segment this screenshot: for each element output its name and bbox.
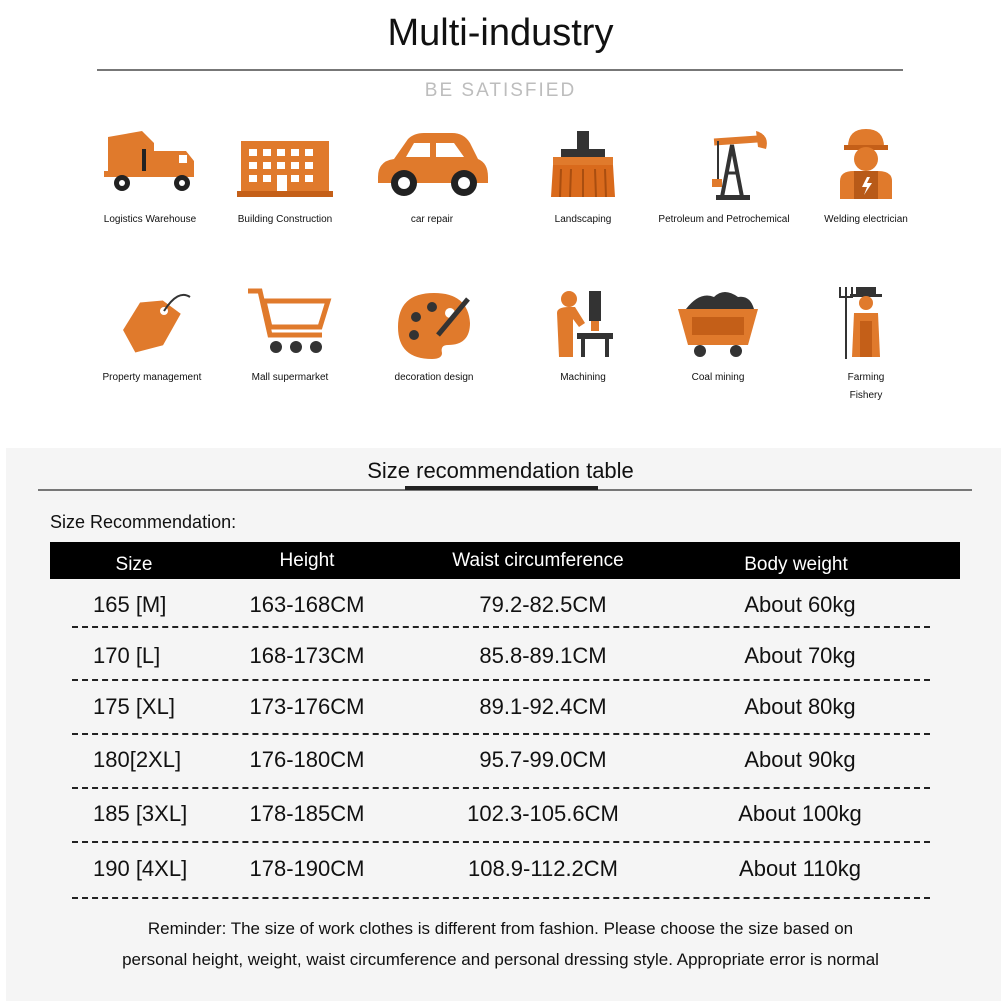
size-cell: 170 [L] bbox=[93, 643, 161, 668]
paint-palette-icon bbox=[398, 293, 470, 359]
price-tag-icon bbox=[123, 293, 191, 353]
industry-decoration: decoration design bbox=[354, 283, 514, 387]
row-divider bbox=[72, 787, 930, 789]
height-cell: 173-176CM bbox=[249, 694, 365, 719]
size-cell: 175 [XL] bbox=[93, 694, 175, 719]
industry-label: Logistics Warehouse bbox=[103, 214, 197, 225]
table-header: Size Height Waist circumference Body wei… bbox=[50, 542, 960, 579]
shopping-cart-icon bbox=[248, 288, 332, 353]
brush-icon bbox=[551, 131, 615, 198]
reminder-line: personal height, weight, waist circumfer… bbox=[122, 950, 879, 969]
size-cell: 185 [3XL] bbox=[93, 801, 188, 826]
height-cell: 176-180CM bbox=[249, 747, 365, 772]
industry-label: car repair bbox=[410, 214, 454, 225]
weight-cell: About 110kg bbox=[739, 856, 861, 881]
industry-label: Mall supermarket bbox=[251, 372, 329, 383]
weight-cell: About 70kg bbox=[744, 643, 856, 668]
industry-label: Coal mining bbox=[691, 372, 745, 383]
worker-icon bbox=[840, 129, 892, 199]
weight-cell: About 60kg bbox=[744, 592, 856, 617]
title-divider bbox=[97, 69, 903, 71]
waist-cell: 95.7-99.0CM bbox=[479, 747, 607, 772]
size-cell: 190 [4XL] bbox=[93, 856, 188, 881]
industry-welding: Welding electrician bbox=[786, 125, 946, 229]
industry-building: Building Construction bbox=[205, 125, 365, 229]
industry-label: Building Construction bbox=[237, 214, 333, 225]
farmer-icon bbox=[839, 287, 882, 359]
industry-landscaping: Landscaping bbox=[503, 125, 663, 229]
industry-label: Landscaping bbox=[554, 214, 612, 225]
waist-cell: 89.1-92.4CM bbox=[479, 694, 607, 719]
size-cell: 165 [M] bbox=[93, 592, 167, 617]
column-header-height: Height bbox=[279, 550, 335, 571]
row-divider bbox=[72, 897, 930, 899]
table-row: 190 [4XL] 178-190CM 108.9-112.2CM About … bbox=[0, 856, 1001, 908]
industry-machining: Machining bbox=[503, 283, 663, 387]
size-cell: 180[2XL] bbox=[93, 747, 182, 772]
size-recommendation-label: Size Recommendation: bbox=[50, 512, 237, 532]
table-row: 180[2XL] 176-180CM 95.7-99.0CM About 90k… bbox=[0, 747, 1001, 799]
industry-petroleum: Petroleum and Petrochemical bbox=[644, 125, 804, 229]
height-cell: 163-168CM bbox=[249, 592, 365, 617]
row-divider bbox=[72, 626, 930, 628]
waist-cell: 108.9-112.2CM bbox=[467, 856, 618, 881]
row-divider bbox=[72, 733, 930, 735]
table-row: 185 [3XL] 178-185CM 102.3-105.6CM About … bbox=[0, 801, 1001, 853]
height-cell: 178-190CM bbox=[249, 856, 365, 881]
machinist-icon bbox=[557, 291, 613, 357]
column-header-waist: Waist circumference bbox=[452, 550, 624, 571]
weight-cell: About 80kg bbox=[744, 694, 856, 719]
industry-label: Property management bbox=[102, 372, 202, 383]
table-row: 175 [XL] 173-176CM 89.1-92.4CM About 80k… bbox=[0, 694, 1001, 746]
building-icon bbox=[237, 141, 333, 197]
oil-pump-icon bbox=[712, 131, 767, 200]
size-panel bbox=[6, 448, 1001, 1001]
industry-car-repair: car repair bbox=[352, 125, 512, 229]
industry-supermarket: Mall supermarket bbox=[210, 283, 370, 387]
industry-label: Machining bbox=[560, 372, 606, 383]
row-divider bbox=[72, 679, 930, 681]
waist-cell: 79.2-82.5CM bbox=[479, 592, 607, 617]
page-subtitle: BE SATISFIED bbox=[424, 80, 577, 101]
waist-cell: 102.3-105.6CM bbox=[467, 801, 619, 826]
waist-cell: 85.8-89.1CM bbox=[479, 643, 607, 668]
column-header-weight: Body weight bbox=[744, 554, 848, 575]
industry-label: Welding electrician bbox=[824, 214, 908, 225]
industry-property: Property management bbox=[72, 283, 232, 387]
weight-cell: About 100kg bbox=[738, 801, 862, 826]
industry-label: Farming Fishery bbox=[847, 372, 885, 401]
column-header-size: Size bbox=[115, 554, 153, 575]
cement-truck-icon bbox=[104, 131, 194, 191]
car-icon bbox=[378, 133, 488, 196]
reminder-line: Reminder: The size of work clothes is di… bbox=[147, 919, 854, 938]
weight-cell: About 90kg bbox=[744, 747, 856, 772]
industry-farming: Farming Fishery bbox=[786, 283, 946, 405]
industry-label: decoration design bbox=[394, 372, 474, 383]
industry-coal-mining: Coal mining bbox=[638, 283, 798, 387]
industry-logistics: Logistics Warehouse bbox=[70, 125, 230, 229]
table-row: 165 [M] 163-168CM 79.2-82.5CM About 60kg bbox=[0, 592, 1001, 644]
size-table-title: Size recommendation table bbox=[367, 458, 634, 483]
table-row: 170 [L] 168-173CM 85.8-89.1CM About 70kg bbox=[0, 643, 1001, 695]
mine-cart-icon bbox=[678, 292, 758, 357]
page-title: Multi-industry bbox=[387, 12, 614, 54]
size-title-divider bbox=[38, 489, 972, 491]
row-divider bbox=[72, 841, 930, 843]
height-cell: 178-185CM bbox=[249, 801, 365, 826]
industry-label: Petroleum and Petrochemical bbox=[658, 214, 790, 225]
size-title-accent bbox=[405, 486, 598, 490]
height-cell: 168-173CM bbox=[249, 643, 365, 668]
